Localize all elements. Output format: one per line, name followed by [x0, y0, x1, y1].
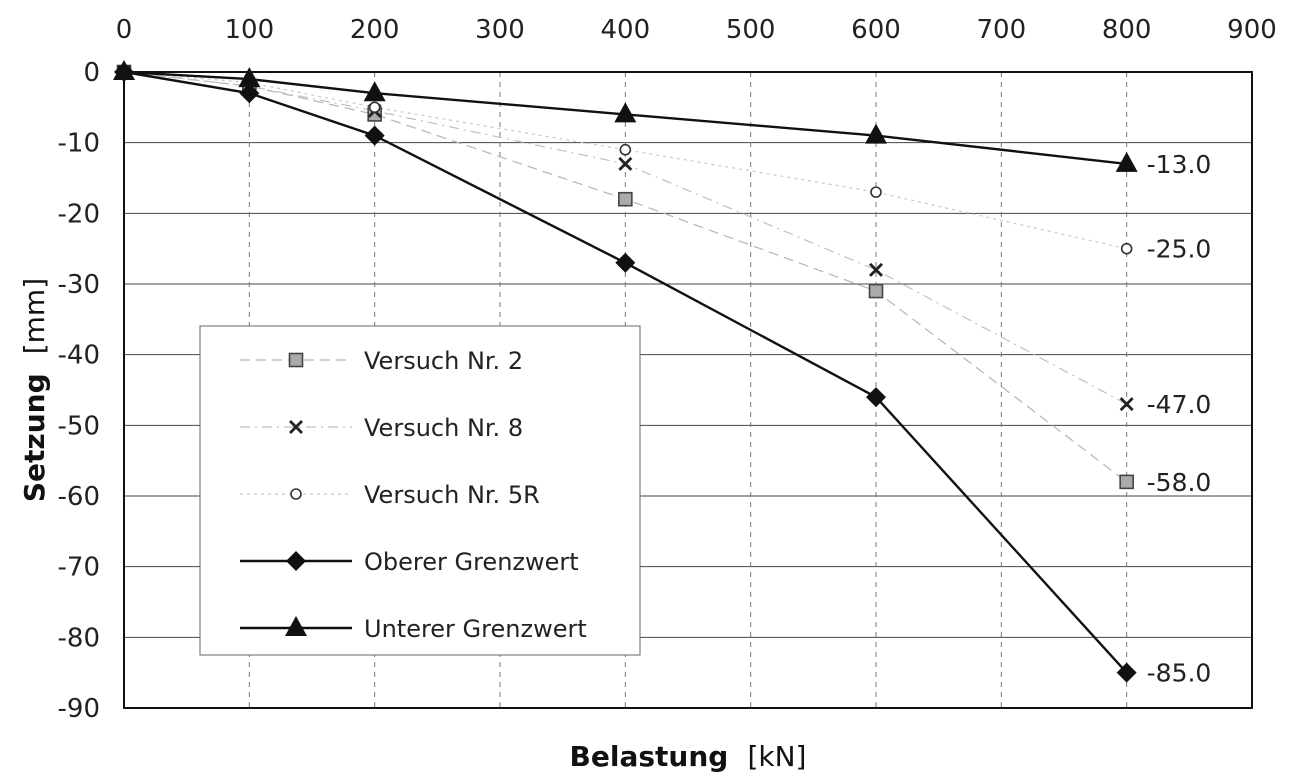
end-label: -25.0 [1147, 235, 1212, 264]
legend-items: Versuch Nr. 2 Versuch Nr. 8 Versuch Nr. 5R… [240, 347, 587, 643]
series-4-point [238, 67, 261, 88]
x-tick-label: 600 [851, 15, 901, 45]
y-tick-label: -50 [58, 411, 100, 441]
x-axis-label: Belastung [570, 740, 729, 773]
series-3-point [866, 387, 886, 408]
series-0-point [618, 191, 633, 207]
y-axis-label: Setzung [18, 373, 51, 502]
series-4-point [1115, 151, 1138, 172]
series-line-3 [123, 70, 1128, 674]
series-line-0 [123, 71, 1128, 483]
series-4-point [614, 102, 637, 123]
x-tick-label: 500 [726, 15, 776, 45]
x-tick-label: 800 [1102, 15, 1152, 45]
y-axis-title: Setzung [mm] [18, 278, 51, 502]
y-tick-label: 0 [83, 58, 100, 88]
x-tick-label: 400 [601, 15, 651, 45]
legend-marker [285, 616, 307, 636]
series-0-point [1119, 474, 1134, 490]
x-tick-label: 700 [977, 15, 1027, 45]
series-1-point [1119, 397, 1134, 412]
legend-label: Versuch Nr. 2 [364, 347, 523, 375]
y-tick-label: -70 [58, 553, 100, 583]
series-2-point [368, 101, 381, 114]
x-tick-label: 300 [475, 15, 525, 45]
y-axis-unit: [mm] [18, 278, 51, 354]
legend-marker [290, 488, 302, 500]
legend: Versuch Nr. 2 Versuch Nr. 8 Versuch Nr. 5R… [199, 325, 641, 656]
end-labels: -58.0 -47.0 -25.0 -85.0 -13.0 [1147, 150, 1212, 688]
end-label: -85.0 [1147, 659, 1212, 688]
x-tick-label: 0 [116, 15, 133, 45]
series-line-4 [123, 70, 1127, 166]
plot-frame [123, 71, 1253, 709]
legend-box [199, 325, 641, 656]
series-lines [123, 70, 1128, 674]
series-2-point [1120, 242, 1133, 255]
series-3-point [1116, 662, 1137, 683]
legend-label: Versuch Nr. 8 [364, 414, 523, 442]
series-line-1 [123, 71, 1127, 405]
series-0-point [868, 283, 884, 299]
x-axis-unit: [kN] [747, 740, 806, 773]
x-axis-title: Belastung [kN] [570, 740, 807, 773]
series-2-point [619, 143, 632, 156]
x-tick-label: 900 [1227, 15, 1277, 45]
series-markers [113, 60, 1138, 683]
series-4-point [865, 123, 887, 144]
y-tick-label: -90 [58, 694, 100, 724]
legend-label: Versuch Nr. 5R [364, 481, 540, 509]
legend-label: Unterer Grenzwert [364, 615, 587, 643]
x-tick-label: 100 [225, 15, 275, 45]
y-tick-label: -60 [58, 482, 100, 512]
legend-marker [288, 352, 304, 368]
series-3-point [364, 125, 385, 146]
series-line-2 [123, 71, 1127, 250]
series-3-point [615, 252, 636, 273]
series-4-point [363, 81, 386, 102]
y-tick-labels: 0 -10 -20 -30 -40 -50 -60 -70 -80 -90 [58, 58, 100, 724]
end-label: -58.0 [1147, 468, 1212, 497]
y-tick-label: -20 [58, 199, 100, 229]
x-tick-labels: 0 100 200 300 400 500 600 700 800 900 [116, 15, 1277, 45]
x-tick-label: 200 [350, 15, 400, 45]
series-1-point [618, 156, 633, 171]
legend-label: Oberer Grenzwert [364, 548, 579, 576]
y-tick-label: -40 [58, 341, 100, 371]
series-4-point [113, 60, 135, 80]
end-label: -47.0 [1147, 390, 1212, 419]
series-1-point [869, 262, 883, 277]
y-tick-label: -30 [58, 270, 100, 300]
series-3-point [239, 83, 260, 104]
legend-marker [286, 551, 306, 571]
y-tick-label: -80 [58, 623, 100, 653]
end-label: -13.0 [1147, 150, 1212, 179]
series-2-point [870, 186, 882, 198]
legend-marker [289, 420, 303, 434]
y-tick-label: -10 [58, 129, 100, 159]
